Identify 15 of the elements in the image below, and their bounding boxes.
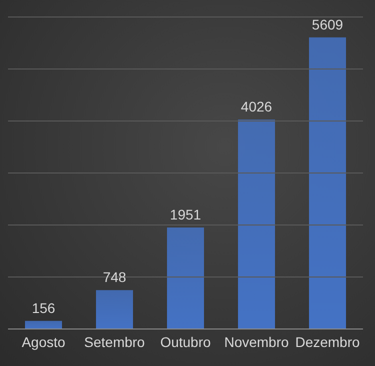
data-label: 748: [102, 269, 126, 286]
x-tick-label: Novembro: [224, 334, 289, 350]
x-tick-label: Dezembro: [295, 334, 360, 350]
bar: [238, 120, 275, 329]
x-tick-label: Setembro: [84, 334, 146, 350]
bar: [96, 290, 133, 329]
bar: [167, 228, 204, 329]
x-tick-label: Outubro: [160, 334, 212, 350]
data-label: 1951: [170, 206, 202, 223]
data-label: 156: [32, 300, 56, 316]
data-label: 5609: [312, 16, 344, 32]
bar: [309, 37, 346, 329]
x-tick-label: Agosto: [22, 334, 66, 350]
data-label: 4026: [240, 98, 272, 115]
bar: [25, 320, 62, 329]
